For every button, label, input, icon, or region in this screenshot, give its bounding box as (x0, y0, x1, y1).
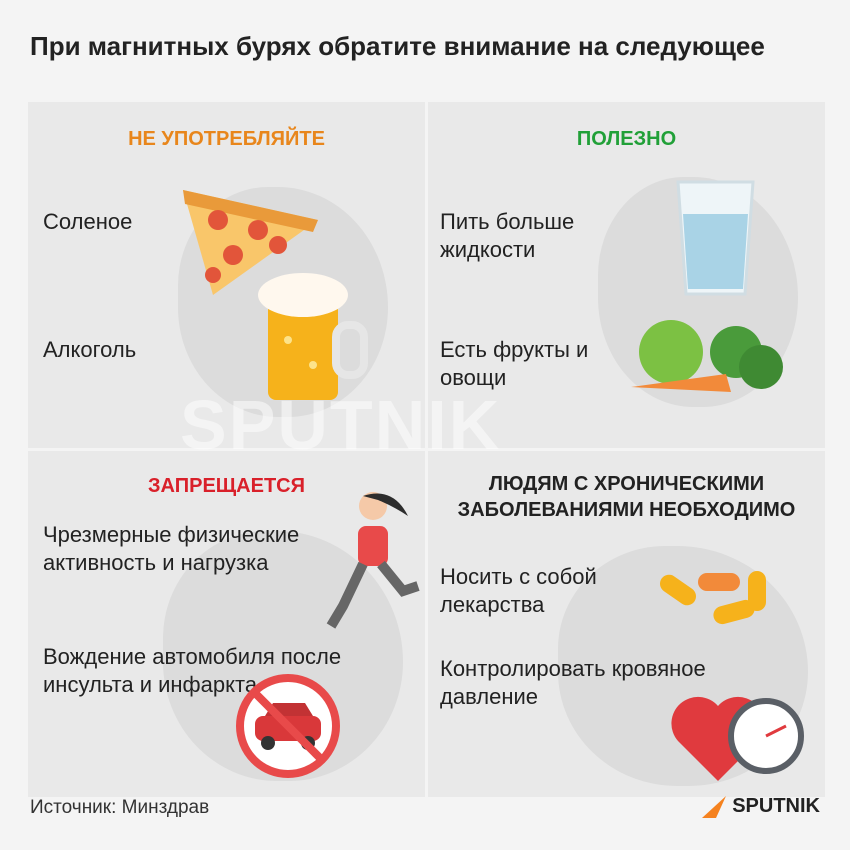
page-title: При магнитных бурях обратите внимание на… (30, 31, 765, 61)
item-fruits-vegetables: Есть фрукты и овощи (440, 337, 589, 390)
heart-pressure-gauge-icon (671, 696, 804, 781)
pills-icon (659, 571, 766, 625)
item-carry-medicine: Носить с собой лекарства (440, 564, 597, 617)
beer-mug-icon (258, 273, 368, 400)
panel-forbidden: ЗАПРЕЩАЕТСЯ Чрезмерные физические активн… (28, 451, 425, 797)
item-control-pressure: Контролировать кровяное давление (440, 656, 706, 709)
source-note: Источник: Минздрав (30, 797, 210, 818)
item-physical-activity: Чрезмерные физические активность и нагру… (43, 522, 300, 575)
sputnik-logo: SPUTNIK (702, 795, 820, 818)
sputnik-logo-text: SPUTNIK (732, 795, 820, 817)
panel-dont-consume: НЕ УПОТРЕБЛЯЙТЕ Соленое Алкоголь (28, 102, 425, 448)
panel-chronic: ЛЮДЯМ С ХРОНИЧЕСКИМИ ЗАБОЛЕВАНИЯМИ НЕОБХ… (428, 451, 825, 797)
pizza-icon (183, 190, 318, 295)
panel-header: НЕ УПОТРЕБЛЯЙТЕ (128, 128, 325, 150)
item-driving: Вождение автомобиля после инсульта и инф… (43, 644, 342, 697)
watermark: SPUTNIK (180, 386, 502, 464)
item-alcohol: Алкоголь (43, 337, 137, 362)
item-drink-more: Пить больше жидкости (440, 209, 575, 262)
item-salty: Соленое (43, 209, 133, 234)
water-glass-icon (676, 180, 755, 296)
running-woman-icon (326, 492, 420, 629)
panel-useful: ПОЛЕЗНО Пить больше жидкости Есть фрукты… (428, 102, 825, 448)
fruits-vegetables-icon (631, 320, 783, 392)
panel-header: ПОЛЕЗНО (576, 128, 677, 150)
sputnik-logo-icon (702, 795, 727, 818)
no-car-icon (236, 674, 340, 778)
panel-header: ЗАПРЕЩАЕТСЯ (148, 475, 305, 497)
panel-header: ЛЮДЯМ С ХРОНИЧЕСКИМИ ЗАБОЛЕВАНИЯМИ НЕОБХ… (457, 473, 796, 521)
